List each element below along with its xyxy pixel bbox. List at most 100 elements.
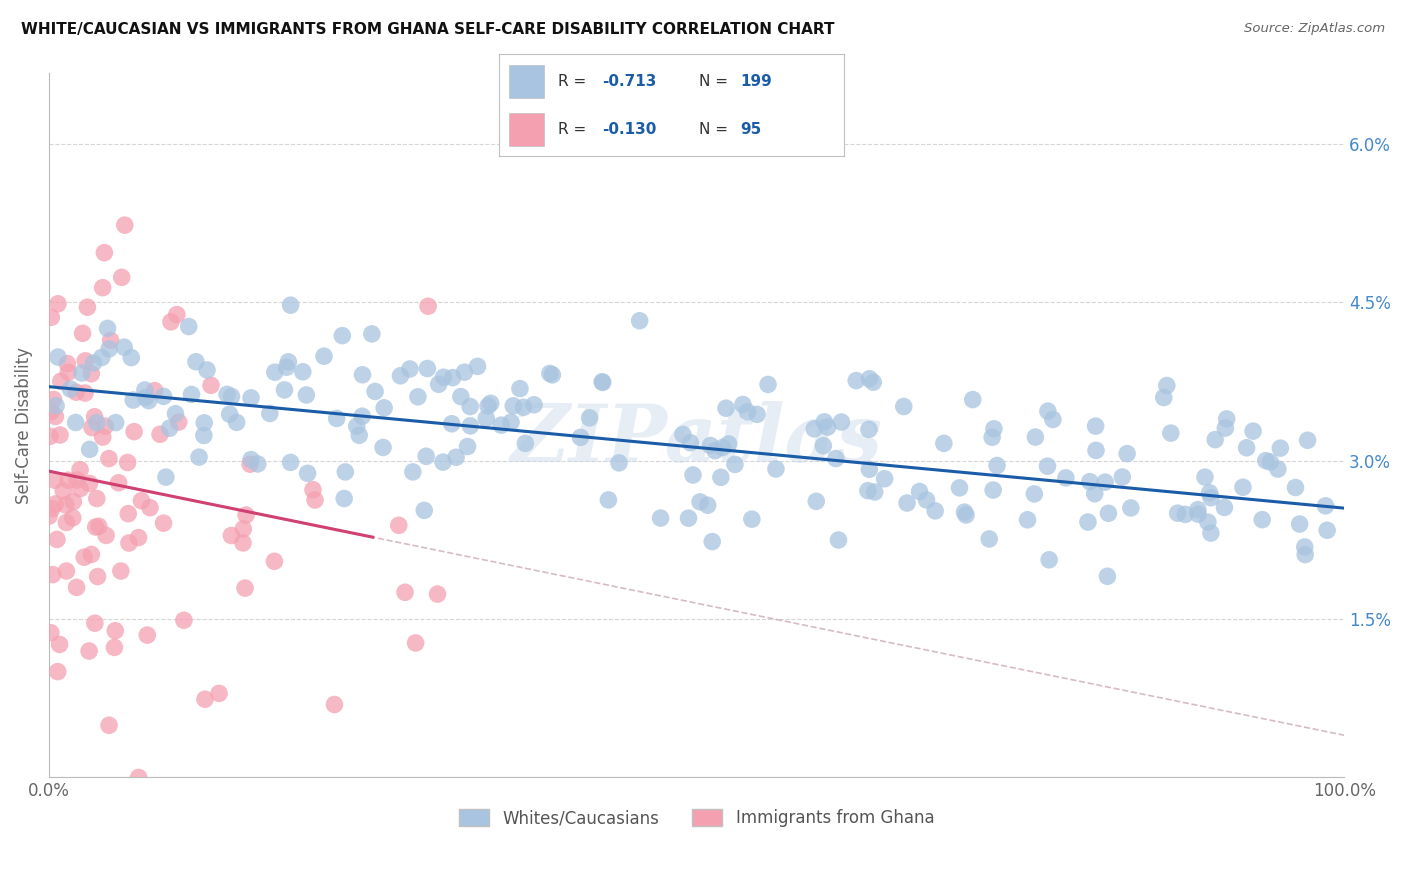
Point [41, 404, 63, 418]
Point [745, 408, 768, 422]
Point [813, 415, 835, 429]
Point [160, 315, 183, 329]
Point [569, 430, 592, 444]
Point [1097, 506, 1119, 520]
Point [432, 370, 454, 384]
Point [84, 520, 107, 534]
Point [856, 483, 879, 498]
Point [104, 416, 127, 430]
Point [75, 354, 97, 368]
Point [953, 505, 976, 519]
Point [46, 665, 69, 679]
Point [765, 462, 787, 476]
Point [225, 415, 247, 429]
Point [702, 534, 724, 549]
Point [155, 470, 177, 484]
Point [96, 321, 118, 335]
Point [679, 435, 702, 450]
Point [711, 441, 734, 455]
Point [65, 416, 87, 430]
Point [1097, 569, 1119, 583]
Point [1017, 513, 1039, 527]
Text: Source: ZipAtlas.com: Source: ZipAtlas.com [1244, 22, 1385, 36]
Point [1078, 475, 1101, 489]
Point [349, 428, 371, 442]
Point [541, 368, 564, 382]
Point [38, 509, 60, 524]
Point [76, 300, 98, 314]
Point [263, 554, 285, 568]
Point [44, 409, 66, 424]
Point [98, 342, 121, 356]
Point [1316, 523, 1339, 537]
Point [117, 455, 139, 469]
Point [280, 298, 302, 312]
Point [80, 367, 103, 381]
Point [1288, 516, 1310, 531]
Point [1251, 513, 1274, 527]
Point [1204, 433, 1226, 447]
Point [103, 640, 125, 655]
Point [240, 391, 263, 405]
Point [737, 405, 759, 419]
Point [98, 718, 121, 732]
Point [399, 362, 422, 376]
Point [42, 392, 65, 407]
Point [824, 451, 846, 466]
Point [509, 382, 531, 396]
Point [276, 360, 298, 375]
Point [1153, 391, 1175, 405]
Point [46, 350, 69, 364]
Text: R =: R = [558, 122, 591, 137]
Point [52, 483, 75, 498]
Point [515, 436, 537, 450]
Point [741, 512, 763, 526]
Point [62, 511, 84, 525]
Point [813, 439, 835, 453]
Point [323, 698, 346, 712]
Point [415, 450, 437, 464]
Point [139, 500, 162, 515]
Point [717, 437, 740, 451]
Point [628, 314, 651, 328]
Point [371, 441, 394, 455]
Point [696, 498, 718, 512]
Point [94, 419, 117, 434]
Point [59, 382, 82, 396]
Point [239, 457, 262, 471]
Point [352, 409, 374, 424]
Point [330, 328, 353, 343]
Point [1213, 500, 1236, 515]
Point [731, 397, 754, 411]
Point [335, 465, 357, 479]
Point [858, 372, 880, 386]
Point [65, 385, 87, 400]
Point [578, 410, 600, 425]
Point [291, 365, 314, 379]
Point [1296, 434, 1319, 448]
Point [80, 420, 103, 434]
Point [333, 491, 356, 506]
Point [118, 536, 141, 550]
Point [128, 771, 150, 785]
Point [467, 359, 489, 374]
Text: N =: N = [699, 122, 733, 137]
Point [426, 587, 449, 601]
Point [46, 533, 69, 547]
Point [360, 326, 382, 341]
Point [406, 390, 429, 404]
Point [699, 438, 721, 452]
Point [650, 511, 672, 525]
Point [962, 392, 984, 407]
Point [1197, 515, 1219, 529]
Point [263, 365, 285, 379]
Point [58, 473, 80, 487]
Point [458, 400, 481, 414]
Point [1254, 453, 1277, 467]
Point [1194, 470, 1216, 484]
Text: 95: 95 [741, 122, 762, 137]
Point [803, 422, 825, 436]
Point [1284, 481, 1306, 495]
Point [1024, 430, 1046, 444]
Point [273, 383, 295, 397]
